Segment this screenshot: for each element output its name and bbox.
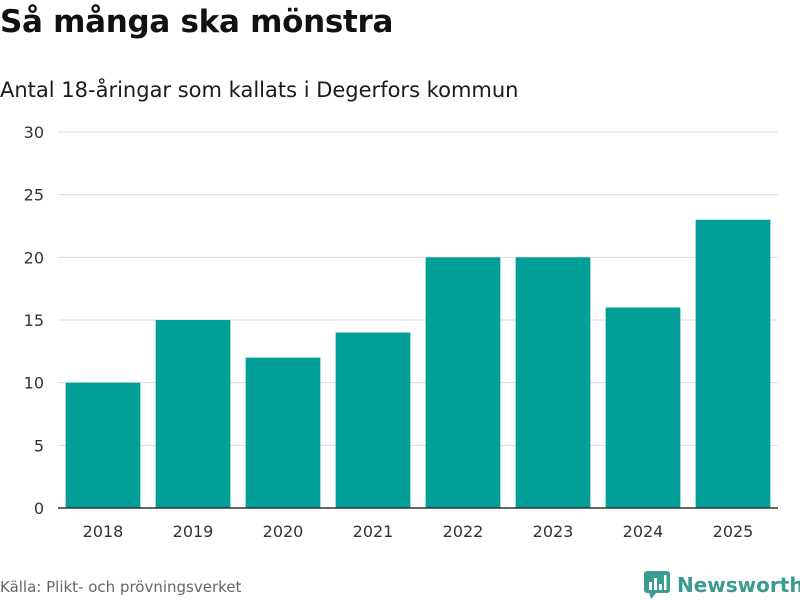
newsworthy-logo[interactable]: Newsworthy	[644, 570, 800, 600]
chart-title: Så många ska mönstra	[0, 4, 394, 40]
x-tick-label-2023: 2023	[533, 522, 574, 541]
y-tick-label-0: 0	[34, 499, 44, 518]
bar-2023	[515, 257, 591, 508]
x-tick-label-2020: 2020	[263, 522, 304, 541]
y-tick-label-15: 15	[24, 311, 44, 330]
y-tick-label-30: 30	[24, 123, 44, 142]
source-note: Källa: Plikt- och prövningsverket	[0, 578, 242, 596]
bar-2021	[335, 332, 411, 508]
y-tick-label-10: 10	[24, 374, 44, 393]
chart-subtitle: Antal 18-åringar som kallats i Degerfors…	[0, 78, 519, 102]
x-tick-label-2022: 2022	[443, 522, 484, 541]
y-tick-label-5: 5	[34, 436, 44, 455]
bar-2018	[65, 382, 141, 508]
bar-2022	[425, 257, 501, 508]
bar-2024	[605, 307, 681, 508]
x-tick-label-2024: 2024	[623, 522, 664, 541]
y-tick-label-20: 20	[24, 248, 44, 267]
x-tick-label-2021: 2021	[353, 522, 394, 541]
x-tick-label-2019: 2019	[173, 522, 214, 541]
brand-name: Newsworthy	[677, 573, 800, 597]
newsworthy-logo-icon	[644, 571, 670, 599]
y-tick-label-25: 25	[24, 186, 44, 205]
x-tick-label-2018: 2018	[83, 522, 124, 541]
x-tick-label-2025: 2025	[713, 522, 754, 541]
bar-2020	[245, 357, 321, 508]
bar-2025	[695, 219, 771, 508]
bar-2019	[155, 320, 231, 508]
